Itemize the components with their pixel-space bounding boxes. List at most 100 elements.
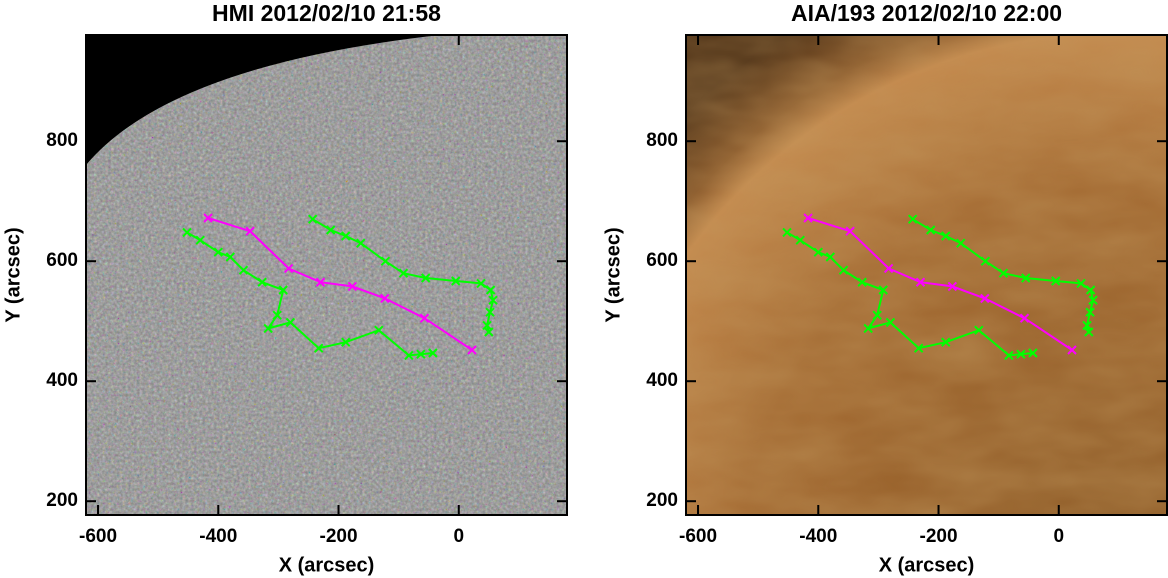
y-tick-label: 400	[46, 370, 78, 391]
trace-line	[807, 217, 1073, 351]
trace-marker	[476, 278, 486, 289]
trace-marker	[915, 277, 926, 287]
x-axis-title: X (arcsec)	[279, 554, 375, 576]
y-tick-label: 600	[646, 250, 678, 271]
trace-marker	[380, 256, 391, 266]
y-tick-label: 600	[46, 250, 78, 271]
chart-title: AIA/193 2012/02/10 22:00	[791, 0, 1062, 26]
y-axis-title: Y (arcsec)	[602, 227, 624, 322]
y-axis-title: Y (arcsec)	[2, 227, 24, 322]
trace-marker	[878, 285, 888, 295]
trace-marker	[285, 317, 296, 328]
trace-marker	[313, 343, 324, 353]
trace-marker	[1082, 320, 1092, 331]
x-tick-label: -400	[199, 526, 237, 547]
y-tick-label: 800	[46, 130, 78, 151]
trace-marker	[1085, 307, 1095, 317]
trace-marker	[883, 263, 894, 274]
trace-marker	[374, 325, 384, 335]
trace-marker	[416, 349, 426, 359]
trace-marker	[980, 293, 990, 304]
trace-marker	[257, 277, 267, 287]
trace-marker	[838, 265, 849, 275]
x-tick-label: -200	[920, 526, 958, 547]
trace-marker	[813, 247, 823, 257]
y-tick-label: 200	[46, 490, 78, 511]
x-tick-label: -200	[320, 526, 358, 547]
trace-marker	[467, 345, 477, 355]
y-tick-label: 400	[646, 370, 678, 391]
x-tick-label: -400	[799, 526, 837, 547]
trace-marker	[857, 277, 867, 287]
trace-marker	[1019, 313, 1030, 323]
trace-marker	[315, 277, 326, 287]
trace-marker	[419, 313, 430, 323]
trace-marker	[484, 327, 494, 337]
trace-marker	[238, 265, 249, 275]
trace-marker	[482, 320, 492, 331]
trace-marker	[203, 213, 213, 223]
trace-marker	[845, 226, 855, 236]
trace-marker	[182, 227, 192, 238]
trace-marker	[356, 238, 366, 248]
trace-marker	[795, 235, 805, 245]
x-axis-title: X (arcsec)	[879, 554, 975, 576]
trace-marker	[926, 225, 936, 235]
euv-image	[686, 35, 1167, 515]
trace-marker	[488, 295, 498, 305]
trace-marker	[213, 247, 223, 257]
trace-marker	[307, 214, 318, 224]
trace-marker	[1028, 348, 1038, 358]
trace-marker	[398, 268, 409, 278]
trace-marker	[485, 307, 495, 317]
y-tick-label: 200	[646, 490, 678, 511]
trace-marker	[782, 227, 792, 238]
trace-marker	[428, 348, 438, 358]
trace-marker	[404, 350, 414, 361]
trace-marker	[941, 337, 951, 347]
trace-marker	[974, 325, 984, 335]
trace-marker	[225, 252, 236, 262]
trace-marker	[341, 337, 351, 347]
trace-marker	[283, 263, 294, 274]
trace-marker	[263, 323, 273, 334]
trace-marker	[956, 238, 966, 248]
trace-marker	[1088, 295, 1098, 305]
y-tick-label: 800	[646, 130, 678, 151]
trace-line	[186, 231, 434, 357]
trace-line	[207, 217, 473, 351]
trace-marker	[1021, 273, 1031, 283]
trace-marker	[1051, 276, 1061, 286]
trace-marker	[907, 214, 918, 224]
trace-marker	[947, 281, 958, 292]
trace-marker	[245, 226, 255, 236]
trace-marker	[863, 323, 873, 334]
trace-marker	[980, 256, 991, 266]
trace-marker	[272, 310, 282, 320]
x-tick-label: -600	[79, 526, 117, 547]
trace-marker	[347, 281, 358, 292]
trace-marker	[998, 268, 1009, 278]
trace-marker	[1085, 285, 1096, 295]
x-tick-label: 0	[1053, 526, 1064, 547]
trace-marker	[872, 310, 882, 320]
trace-marker	[941, 231, 951, 241]
trace-marker	[885, 317, 896, 328]
trace-marker	[341, 231, 351, 241]
trace-marker	[825, 252, 836, 262]
trace-marker	[1067, 345, 1077, 355]
axes-frame	[85, 34, 568, 516]
x-tick-label: 0	[453, 526, 464, 547]
trace-marker	[451, 276, 461, 286]
trace-marker	[326, 225, 336, 235]
x-tick-label: -600	[679, 526, 717, 547]
trace-marker	[913, 343, 924, 353]
axes-frame	[685, 34, 1168, 516]
chart-title: HMI 2012/02/10 21:58	[212, 0, 441, 26]
trace-marker	[380, 293, 390, 304]
magnetogram-image	[86, 35, 567, 515]
trace-marker	[485, 285, 496, 295]
trace-marker	[1076, 278, 1086, 289]
